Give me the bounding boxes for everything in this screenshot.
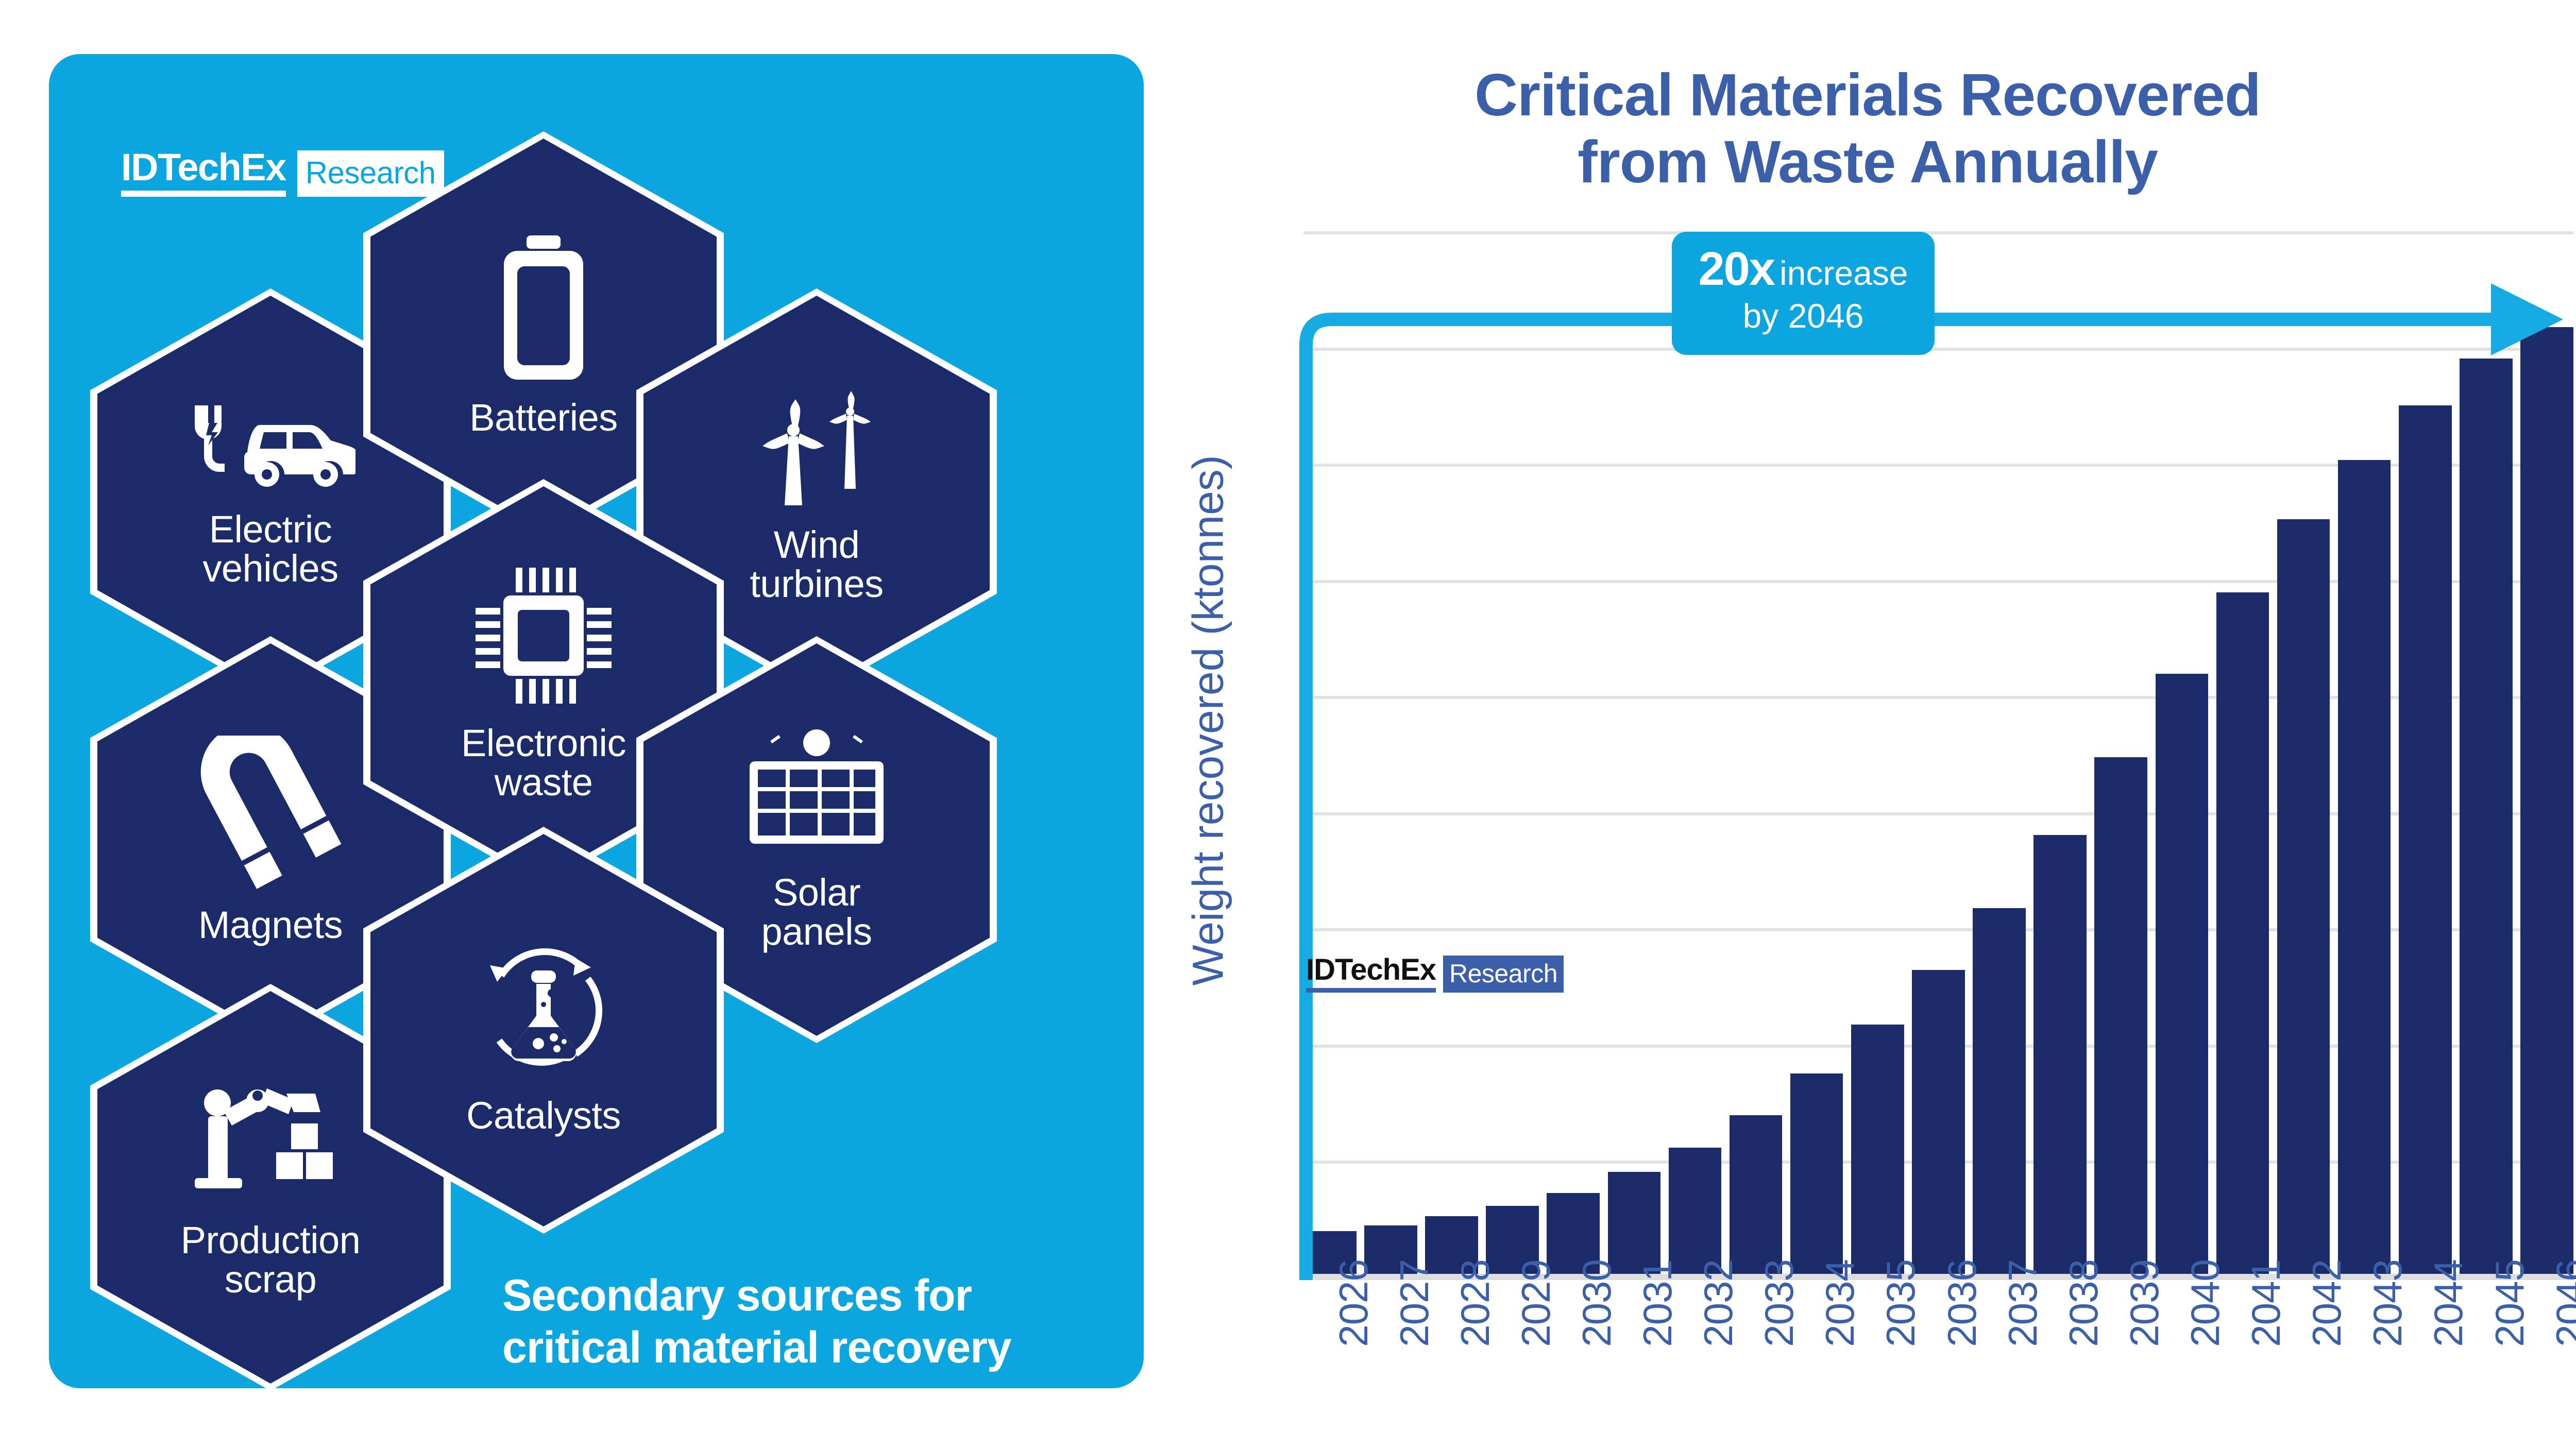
- bar-2044[interactable]: [2398, 405, 2452, 1280]
- idtechex-wordmark: IDTechEx: [121, 148, 286, 197]
- callout-by-year: by 2046: [1742, 297, 1864, 335]
- bar-slot: [1607, 234, 1661, 1280]
- hexagon-label: Solar panels: [761, 871, 872, 953]
- callout-increase-label: increase: [1780, 254, 1908, 292]
- bar-series: [1303, 234, 2573, 1280]
- bar-slot: [1668, 234, 1722, 1280]
- bar-slot: [2520, 234, 2573, 1280]
- hexagon-magnets[interactable]: Magnets: [90, 636, 451, 1043]
- x-axis-labels: 2026 2027 2028 2029 2030 2031 2032 2033 2034 2035…: [1303, 1259, 2576, 1442]
- hexagon-production-scrap[interactable]: Production scrap: [90, 984, 451, 1391]
- callout-multiplier: 20x: [1698, 243, 1775, 295]
- idtechex-logo: IDTechEx Research: [121, 148, 444, 197]
- bar-slot: [1547, 234, 1600, 1280]
- bar-slot: [2094, 234, 2147, 1280]
- secondary-sources-panel: IDTechEx Research El: [49, 54, 1144, 1391]
- hexagon-label: Electric vehicles: [202, 508, 338, 590]
- solar-panel-icon: [739, 728, 894, 860]
- horseshoe-magnet-icon: [196, 724, 345, 893]
- hexagon-catalysts[interactable]: Catalysts: [363, 827, 724, 1234]
- bar-2040[interactable]: [2155, 673, 2209, 1280]
- bar-2039[interactable]: [2094, 757, 2147, 1280]
- bar-slot: [2398, 234, 2452, 1280]
- hexagon-electric-vehicles[interactable]: Electric vehicles: [90, 288, 451, 695]
- bar-2041[interactable]: [2216, 592, 2269, 1280]
- hexagon-label: Catalysts: [466, 1094, 621, 1137]
- bar-2042[interactable]: [2277, 519, 2330, 1280]
- hexagon-wind-turbines[interactable]: Wind turbines: [636, 288, 997, 695]
- chart-watermark-logo: IDTechEx Research: [1306, 954, 1564, 993]
- bar-2033[interactable]: [1729, 1115, 1783, 1280]
- x-axis-tick-label: 2046: [2547, 1259, 2576, 1347]
- bar-2036[interactable]: [1912, 969, 1965, 1280]
- x-label-slot: 2026: [1303, 1259, 1376, 1442]
- wind-turbine-icon: [732, 381, 902, 512]
- chart-title: Critical Materials Recovered from Waste A…: [1475, 61, 2261, 195]
- bar-slot: [2216, 234, 2269, 1280]
- bar-2037[interactable]: [1973, 908, 2026, 1280]
- battery-icon: [495, 233, 592, 385]
- bar-2046[interactable]: [2520, 327, 2573, 1280]
- bar-slot: [1303, 234, 1357, 1280]
- bar-2034[interactable]: [1790, 1073, 1843, 1280]
- bar-slot: [2277, 234, 2330, 1280]
- y-axis-label: Weight recovered (ktonnes): [1183, 455, 1232, 986]
- hexagon-label: Batteries: [469, 396, 618, 439]
- hexagon-solar-panels[interactable]: Solar panels: [636, 636, 997, 1043]
- bar-slot: [1973, 234, 2026, 1280]
- bar-2035[interactable]: [1851, 1024, 1904, 1280]
- panel-caption: Secondary sources for critical material r…: [502, 1271, 1012, 1373]
- bar-slot: [1851, 234, 1904, 1280]
- bar-2045[interactable]: [2460, 359, 2513, 1280]
- callout-badge: 20x increase by 2046: [1672, 232, 1935, 355]
- bar-slot: [1729, 234, 1783, 1280]
- ev-charging-car-icon: [185, 396, 359, 497]
- bar-slot: [1790, 234, 1843, 1280]
- bar-2043[interactable]: [2337, 459, 2391, 1280]
- hexagon-label: Wind turbines: [750, 523, 884, 605]
- bar-2038[interactable]: [2033, 835, 2087, 1280]
- plot-area: [1303, 231, 2573, 1280]
- hexagon-electronic-waste[interactable]: Electronic waste: [363, 479, 724, 886]
- hexagon-label: Production scrap: [180, 1219, 361, 1301]
- hexagon-batteries[interactable]: Batteries: [363, 131, 724, 538]
- bar-slot: [1912, 234, 1965, 1280]
- hexagon-label: Magnets: [198, 903, 343, 946]
- bar-slot: [2033, 234, 2087, 1280]
- bar-slot: [1364, 234, 1417, 1280]
- chart-panel: Critical Materials Recovered from Waste A…: [1149, 31, 2576, 1447]
- recycle-flask-icon: [466, 926, 621, 1083]
- idtechex-wordmark: IDTechEx: [1306, 954, 1436, 993]
- bar-slot: [1425, 234, 1478, 1280]
- hexagon-label: Electronic waste: [461, 722, 626, 804]
- bar-slot: [2155, 234, 2209, 1280]
- robot-arm-icon: [185, 1076, 355, 1207]
- bar-slot: [1486, 234, 1539, 1280]
- idtechex-research-badge: Research: [297, 150, 444, 197]
- microchip-icon: [471, 564, 616, 710]
- bar-slot: [2337, 234, 2391, 1280]
- gridline: [1303, 231, 2573, 234]
- idtechex-research-badge: Research: [1443, 956, 1564, 993]
- bar-slot: [2460, 234, 2513, 1280]
